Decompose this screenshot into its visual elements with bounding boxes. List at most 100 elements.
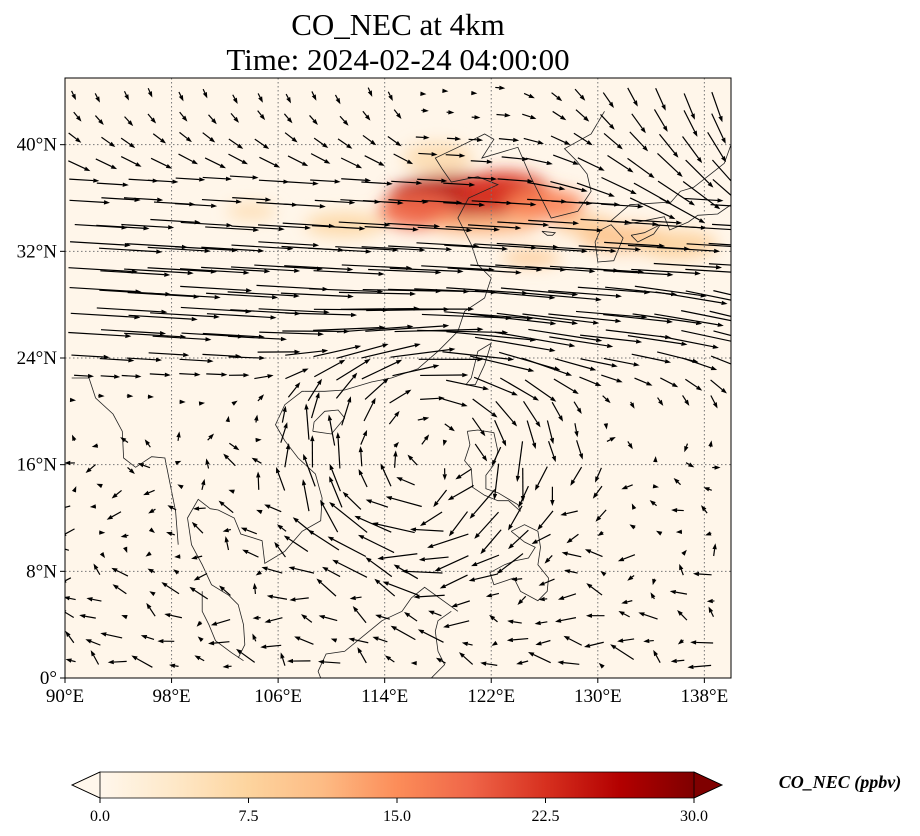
wind-vector xyxy=(335,432,341,469)
x-tick-label: 90°E xyxy=(46,686,84,707)
wind-vector xyxy=(708,242,731,246)
wind-vector xyxy=(494,201,537,207)
wind-vector xyxy=(69,397,77,403)
wind-vector xyxy=(257,394,265,402)
wind-vector xyxy=(468,573,499,582)
wind-vector xyxy=(603,132,623,150)
wind-vector xyxy=(73,111,82,122)
wind-vector xyxy=(710,379,727,394)
concentration-plume xyxy=(501,250,562,266)
wind-vector xyxy=(602,395,611,404)
wind-vector xyxy=(231,266,301,273)
wind-vector xyxy=(496,312,579,326)
wind-vector xyxy=(357,647,367,664)
concentration-plume xyxy=(402,142,473,174)
wind-vector xyxy=(713,330,731,337)
wind-vector xyxy=(480,661,498,666)
wind-vector xyxy=(121,223,175,230)
wind-vector xyxy=(222,527,231,533)
wind-vector xyxy=(673,477,681,486)
wind-vector xyxy=(361,246,426,252)
wind-vector xyxy=(90,650,100,665)
wind-vector xyxy=(474,336,556,353)
wind-vector xyxy=(549,336,614,348)
wind-vector xyxy=(225,415,230,423)
wind-vector xyxy=(451,600,470,608)
wind-vector xyxy=(494,331,576,348)
wind-vector xyxy=(506,637,529,643)
wind-vector xyxy=(660,377,679,388)
wind-vector xyxy=(682,395,690,406)
wind-vector xyxy=(93,563,101,576)
wind-vector xyxy=(174,554,181,559)
wind-vector xyxy=(570,466,583,486)
wind-vector xyxy=(501,156,529,162)
wind-vector xyxy=(444,244,509,251)
wind-vector xyxy=(150,157,173,169)
wind-vector xyxy=(140,634,155,640)
wind-vector xyxy=(228,153,248,165)
wind-vector xyxy=(657,246,721,254)
wind-vector xyxy=(276,466,286,491)
wind-vector xyxy=(547,440,556,463)
wind-vector xyxy=(627,335,688,346)
wind-vector xyxy=(560,510,578,516)
colorbar-tick-label: 0.0 xyxy=(90,808,110,825)
wind-vector xyxy=(389,389,412,404)
wind-vector xyxy=(631,353,672,364)
wind-vector xyxy=(252,582,258,594)
wind-vector xyxy=(152,335,212,342)
wind-vector xyxy=(627,157,655,179)
wind-vector xyxy=(294,636,314,645)
wind-vector xyxy=(677,609,688,621)
wind-vector xyxy=(655,88,666,111)
wind-vector xyxy=(120,437,129,443)
wind-vector xyxy=(659,197,706,224)
wind-vector xyxy=(442,398,468,407)
wind-vector xyxy=(65,630,75,644)
wind-vector xyxy=(526,292,602,302)
wind-vector xyxy=(700,505,708,514)
wind-vector xyxy=(145,551,152,557)
concentration-plume xyxy=(554,214,615,235)
wind-vector xyxy=(707,131,727,163)
wind-vector xyxy=(96,224,150,231)
wind-vector xyxy=(682,136,703,164)
wind-vector xyxy=(310,153,331,164)
wind-vector xyxy=(603,270,674,277)
wind-vector xyxy=(367,87,373,97)
wind-vector xyxy=(307,378,322,402)
wind-vector xyxy=(420,372,469,378)
wind-vector xyxy=(679,563,684,576)
wind-vector xyxy=(652,484,660,489)
wind-vector xyxy=(95,158,118,170)
wind-vector xyxy=(380,463,392,487)
wind-vector xyxy=(712,543,717,557)
wind-vector xyxy=(601,203,644,209)
wind-vector xyxy=(555,617,577,623)
wind-vector xyxy=(303,453,316,487)
chart-title-line-2: Time: 2024-02-24 04:00:00 xyxy=(226,42,569,77)
wind-vector xyxy=(175,177,206,182)
wind-vector xyxy=(242,549,259,558)
wind-vector xyxy=(659,133,679,158)
concentration-plume xyxy=(429,214,540,235)
wind-vector xyxy=(446,287,529,296)
wind-vector xyxy=(683,197,724,203)
wind-vector xyxy=(657,397,664,406)
wind-vector xyxy=(361,359,403,380)
wind-vector xyxy=(147,113,157,124)
wind-vector xyxy=(258,308,330,315)
wind-vector xyxy=(435,657,446,664)
wind-vector xyxy=(193,506,206,511)
wind-vector xyxy=(260,644,282,649)
wind-vector xyxy=(198,401,206,406)
wind-vector xyxy=(595,467,602,483)
wind-vector xyxy=(147,394,154,399)
wind-vector xyxy=(681,329,731,342)
wind-vector xyxy=(283,203,326,209)
wind-vector xyxy=(374,578,396,597)
wind-vector xyxy=(654,313,724,327)
wind-vector xyxy=(71,434,77,442)
wind-vector xyxy=(254,138,270,150)
